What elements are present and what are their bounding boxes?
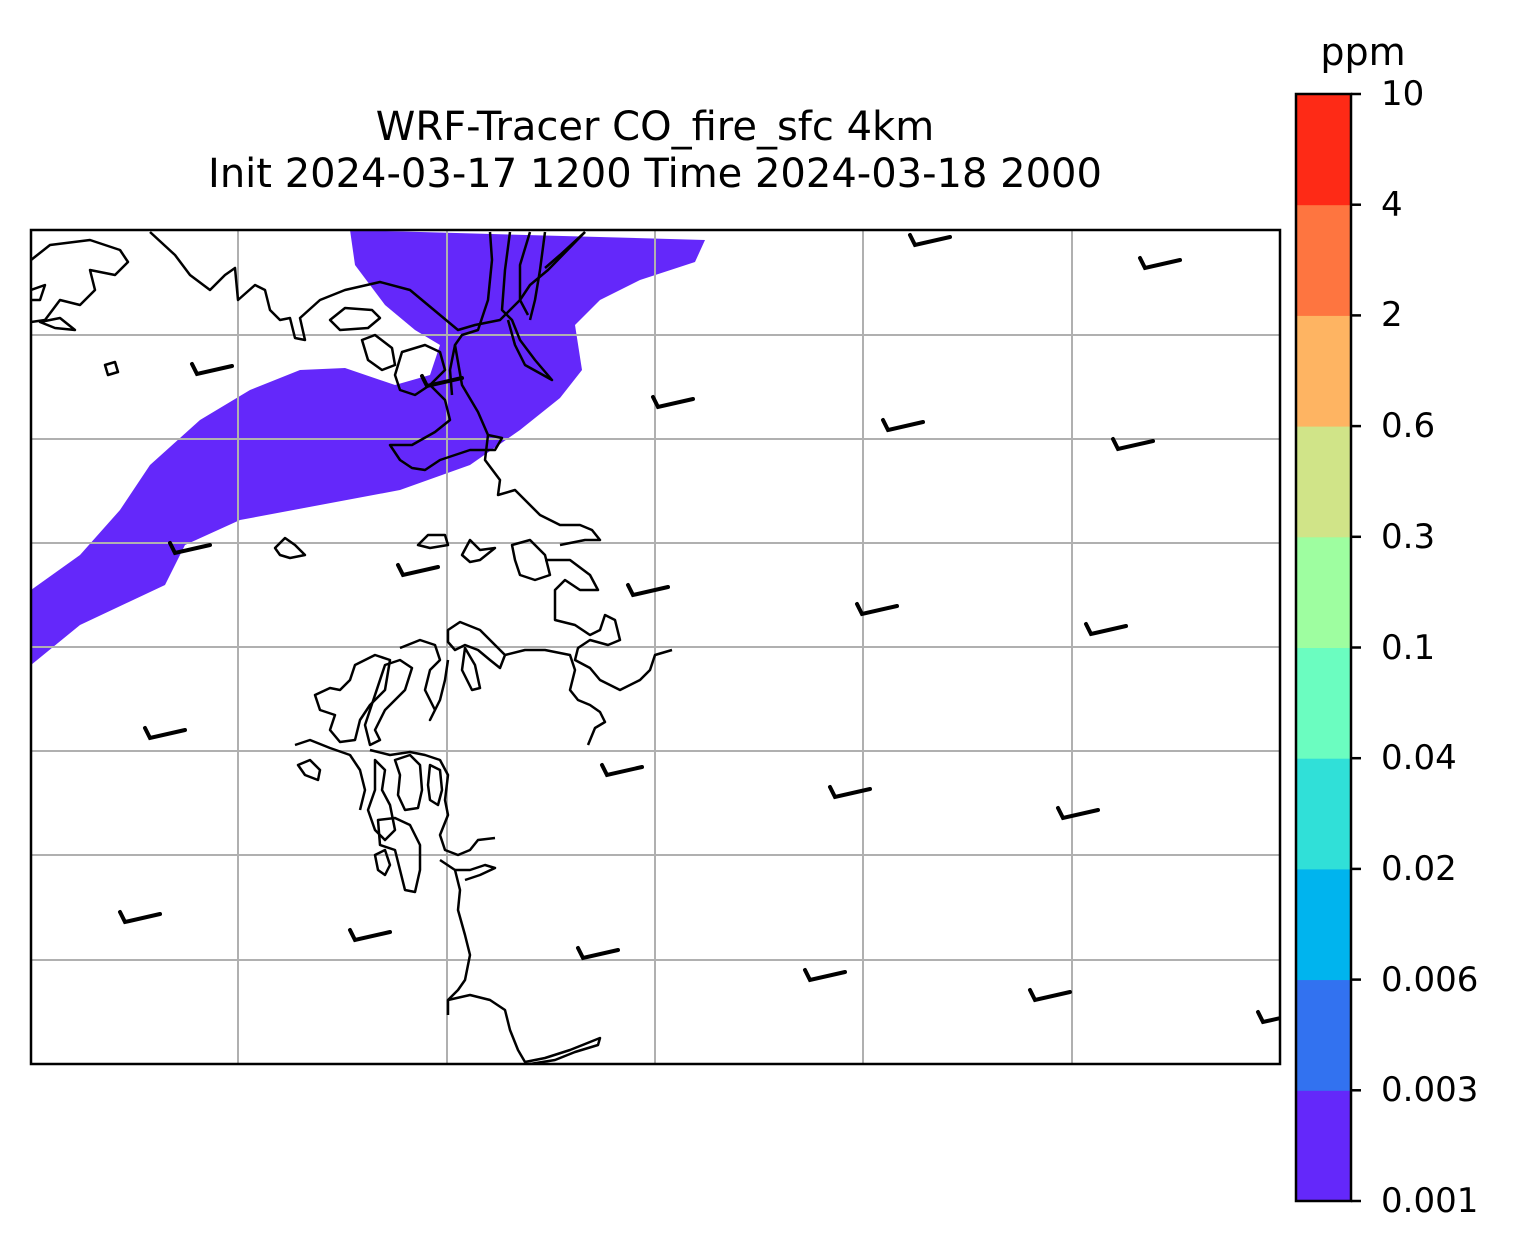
colorbar-segment [1296, 94, 1351, 206]
colorbar [1296, 94, 1351, 1202]
wind-barb-icon [908, 233, 952, 248]
wind-barb-icon [1111, 437, 1155, 452]
wind-barb-icon [396, 563, 440, 578]
map-area [31, 230, 1280, 1064]
wind-barb-icon [600, 763, 644, 778]
map-frame [29, 228, 1282, 1066]
colorbar-segment [1296, 315, 1351, 427]
colorbar-tick-label: 0.1 [1381, 627, 1436, 668]
wind-barb-icon [576, 946, 620, 961]
co-plume [31, 230, 705, 665]
coastlines [31, 231, 673, 1064]
colorbar-tick-label: 0.001 [1381, 1181, 1479, 1221]
wind-barb-icon [626, 583, 670, 598]
colorbar-tick-label: 0.003 [1381, 1070, 1479, 1111]
wind-barb-icon [1028, 988, 1072, 1003]
colorbar-tick-label: 0.006 [1381, 959, 1479, 1000]
title-line-1: WRF-Tracer CO_fire_sfc 4km [375, 104, 935, 150]
colorbar-tick-label: 0.02 [1381, 848, 1457, 889]
colorbar-ticks [1351, 92, 1361, 1203]
wind-barb-icon [881, 418, 925, 433]
wind-barb-icon [168, 541, 212, 556]
colorbar-segment [1296, 868, 1351, 981]
wind-barb-icon [803, 968, 847, 983]
colorbar-tick-label: 10 [1381, 74, 1425, 114]
wind-barb-icon [1084, 622, 1128, 637]
colorbar-segment [1296, 204, 1351, 316]
colorbar-tick-label: 0.04 [1381, 738, 1457, 779]
wind-barb-icon [1056, 806, 1100, 821]
wind-barb-icon [651, 395, 695, 410]
wind-barb-icon [1138, 256, 1182, 271]
wind-barb-icon [855, 602, 899, 617]
colorbar-tick-label: 0.6 [1381, 406, 1436, 447]
wind-barb-icon [143, 726, 187, 741]
map-title: WRF-Tracer CO_fire_sfc 4km Init 2024-03-… [30, 104, 1280, 198]
wind-barb-icon [348, 928, 392, 943]
wind-barb-icon [828, 785, 872, 800]
colorbar-segment [1296, 536, 1351, 648]
wind-barb-icon [1256, 1010, 1280, 1025]
colorbar-tick-label: 4 [1381, 184, 1403, 225]
colorbar-segment [1296, 758, 1351, 870]
colorbar-segment [1296, 1090, 1351, 1202]
gridlines [31, 230, 1280, 1064]
wind-barb-icon [118, 910, 162, 925]
colorbar-unit-label: ppm [1320, 30, 1406, 74]
colorbar-segment [1296, 426, 1351, 538]
colorbar-segment [1296, 979, 1351, 1091]
wind-barb-icon [420, 374, 464, 389]
colorbar-tick-label: 2 [1381, 295, 1403, 336]
title-line-2: Init 2024-03-17 1200 Time 2024-03-18 200… [208, 151, 1102, 197]
wind-barbs [118, 233, 1280, 1025]
wind-barb-icon [190, 362, 234, 377]
colorbar-segment [1296, 647, 1351, 759]
colorbar-tick-label: 0.3 [1381, 516, 1436, 557]
